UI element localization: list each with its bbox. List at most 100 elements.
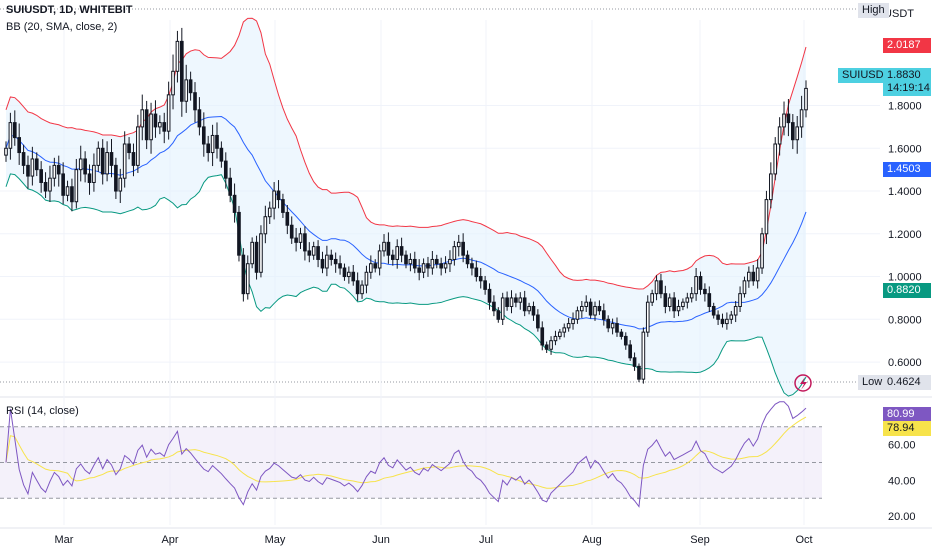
candle-body <box>17 137 22 154</box>
candle-body <box>307 250 312 256</box>
bb-indicator-label[interactable]: BB (20, SMA, close, 2) <box>6 21 118 33</box>
candle-body <box>465 254 470 265</box>
price-tick-label: 1.2000 <box>888 229 922 241</box>
rsi-ma-tag: 78.94 <box>883 421 931 436</box>
candle-body <box>34 158 39 171</box>
candle-body <box>289 224 294 239</box>
candle-body <box>637 365 641 380</box>
candle-body <box>311 246 316 256</box>
candle-body <box>571 318 575 325</box>
candle-body <box>193 92 197 111</box>
candle-body <box>122 143 127 179</box>
candle-body <box>87 173 92 183</box>
candle-body <box>303 233 307 252</box>
candle-body <box>764 199 769 235</box>
candle-body <box>751 271 756 282</box>
price-tick-label: 0.8000 <box>888 314 922 326</box>
candle-body <box>228 177 232 196</box>
candle-body <box>716 314 720 320</box>
candle-body <box>760 233 764 269</box>
candle-body <box>795 126 800 141</box>
candle-body <box>285 211 290 226</box>
rsi-tick-label: 60.00 <box>888 440 916 452</box>
candle-body <box>492 301 496 312</box>
candle-body <box>408 258 413 265</box>
candle-body <box>56 164 61 175</box>
candle-body <box>250 241 254 265</box>
rsi-value-tag: 80.99 <box>883 407 931 422</box>
candle-body <box>566 323 571 329</box>
candle-body <box>43 181 48 192</box>
candle-body <box>703 288 707 295</box>
candle-body <box>223 160 228 179</box>
candle-body <box>439 263 443 269</box>
candle-body <box>527 305 531 312</box>
candle-body <box>96 147 101 166</box>
candle-body <box>215 134 219 149</box>
currency-label: USDT <box>884 8 914 20</box>
candle-body <box>426 263 430 269</box>
candle-body <box>105 152 109 175</box>
candle-body <box>237 211 241 256</box>
candle-body <box>4 147 8 156</box>
month-label: Jun <box>372 534 390 546</box>
candle-body <box>733 305 738 316</box>
candle-body <box>632 357 637 367</box>
candle-body <box>70 186 74 203</box>
candle-body <box>483 280 487 290</box>
candle-body <box>474 267 479 278</box>
bb-upper-tag: 2.0187 <box>883 38 931 53</box>
candle-body <box>667 297 672 307</box>
candle-body <box>659 280 663 295</box>
month-label: Apr <box>161 534 178 546</box>
candle-body <box>540 327 545 346</box>
month-label: Jul <box>479 534 493 546</box>
candle-body <box>298 233 303 243</box>
countdown-tag: 14:19:14 <box>883 81 931 96</box>
lightning-icon <box>794 374 812 392</box>
candle-body <box>382 241 386 252</box>
candle-body <box>615 323 619 333</box>
candle-body <box>553 335 558 342</box>
candle-body <box>267 207 272 218</box>
candle-body <box>601 310 606 320</box>
rsi-ma-line <box>5 416 807 489</box>
candle-body <box>294 237 298 243</box>
candle-body <box>769 173 773 201</box>
candle-body <box>544 344 549 350</box>
candle-body <box>377 250 382 269</box>
candle-body <box>364 271 369 286</box>
candle-body <box>448 258 452 265</box>
candle-body <box>48 177 52 192</box>
high-tag: High <box>858 3 889 18</box>
candle-body <box>755 267 760 282</box>
symbol-title[interactable]: SUIUSDT, 1D, WHITEBIT <box>6 4 133 16</box>
candle-body <box>78 158 83 171</box>
price-tick-label: 1.8000 <box>888 101 922 113</box>
candle-body <box>333 258 338 265</box>
candle-body <box>509 297 514 307</box>
candle-body <box>201 126 206 145</box>
candle-body <box>786 113 791 124</box>
candle-body <box>153 113 158 128</box>
candle-body <box>470 263 474 269</box>
candle-body <box>188 79 193 94</box>
candle-body <box>725 318 729 325</box>
candle-body <box>74 169 79 203</box>
candle-body <box>461 241 465 256</box>
price-tick-label: 1.0000 <box>888 272 922 284</box>
candle-body <box>404 254 408 265</box>
candle-body <box>118 177 123 192</box>
candle-body <box>742 280 747 295</box>
candle-body <box>219 147 224 162</box>
candle-body <box>549 340 553 350</box>
candle-body <box>61 173 65 196</box>
candle-body <box>276 190 281 201</box>
candle-body <box>663 293 668 307</box>
candle-body <box>434 258 439 265</box>
candle-body <box>681 301 685 307</box>
rsi-indicator-label[interactable]: RSI (14, close) <box>6 405 79 417</box>
candle-body <box>39 169 43 183</box>
candle-body <box>654 280 659 295</box>
